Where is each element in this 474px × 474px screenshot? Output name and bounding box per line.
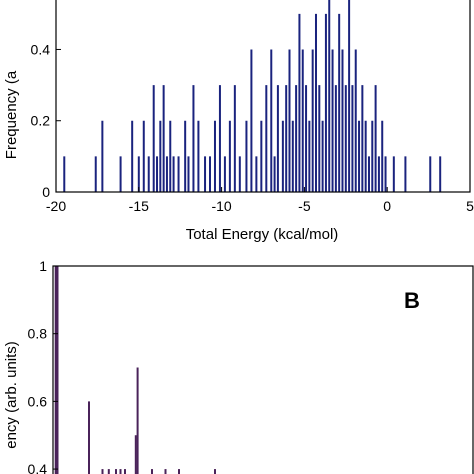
panel-b: ency (arb. units) 0.4 0.6 0.8 1 B — [3, 258, 474, 474]
panel-b-ytick-label: 0.4 — [28, 461, 48, 474]
panel-a-xtick-label: 0 — [383, 198, 391, 214]
panel-a-frame — [55, 0, 471, 193]
panel-a-ylabel: Frequency (a — [3, 70, 20, 159]
panel-b-ticks: 0.4 0.6 0.8 1 — [28, 258, 58, 474]
panel-b-ylabel: ency (arb. units) — [3, 341, 20, 449]
panel-a-ytick-label: 0.2 — [31, 113, 51, 129]
panel-a-xtick-label: 5 — [466, 198, 474, 214]
panel-a-xtick-label: -15 — [129, 198, 149, 214]
panel-b-ytick-label: 0.6 — [28, 393, 48, 409]
panel-a-xtick-label: -10 — [211, 198, 231, 214]
panel-b-ytick-label: 0.8 — [28, 326, 48, 342]
panel-a-xlabel: Total Energy (kcal/mol) — [186, 226, 339, 243]
panel-b-bars — [54, 266, 216, 474]
panel-a-ticks: -20 -15 -10 -5 0 5 0 0.2 0.4 — [31, 41, 474, 214]
panel-a-xtick-label: -5 — [298, 198, 311, 214]
panel-a-ytick-label: 0 — [42, 184, 50, 200]
panel-b-frame — [52, 265, 474, 474]
panel-a: Frequency (a -20 -15 -10 -5 0 5 0 0.2 0.4 Total … — [3, 0, 474, 243]
panel-a-bars — [63, 0, 442, 192]
panel-b-ytick-label: 1 — [39, 258, 47, 274]
panel-a-xtick-label: -20 — [46, 198, 66, 214]
panel-a-ytick-label: 0.4 — [31, 41, 51, 57]
panel-b-label: B — [404, 288, 420, 313]
